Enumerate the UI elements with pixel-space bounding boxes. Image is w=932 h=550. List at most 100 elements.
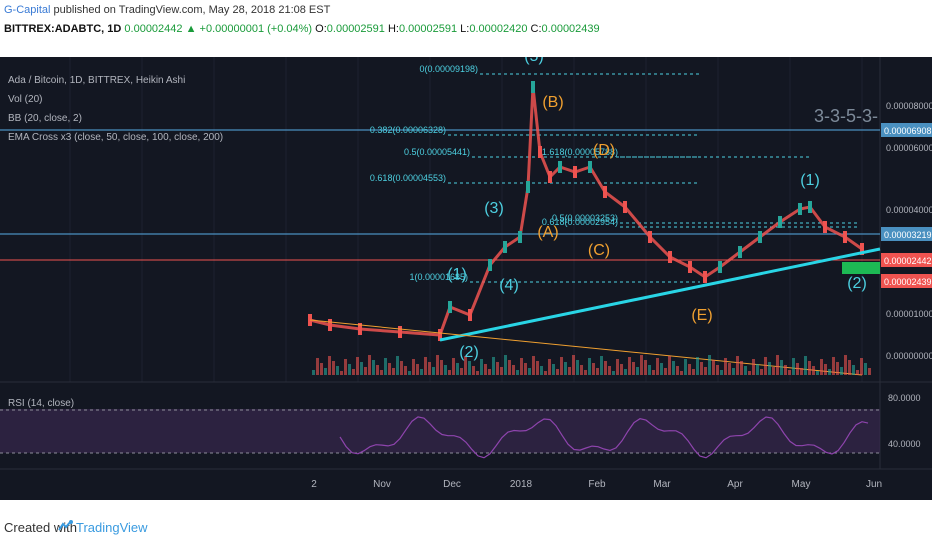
volume-bar	[552, 364, 555, 375]
volume-bar	[684, 359, 687, 375]
open-label: O:	[315, 23, 327, 35]
volume-bar	[456, 363, 459, 375]
legend-volume[interactable]: Vol (20)	[8, 94, 43, 105]
candle-mark	[358, 323, 362, 335]
volume-bar	[436, 355, 439, 375]
header-line-2: BITTREX:ADABTC, 1D 0.00002442 ▲ +0.00000…	[4, 23, 600, 35]
volume-bar	[600, 356, 603, 375]
time-tick-label: Jun	[866, 479, 882, 490]
price-marker-box	[881, 274, 932, 288]
volume-bar	[504, 355, 507, 375]
volume-bar	[760, 369, 763, 375]
volume-bar	[604, 361, 607, 375]
volume-bar	[352, 369, 355, 375]
price-marker-label: 0.00002442	[884, 256, 932, 266]
candle-mark	[808, 201, 812, 213]
volume-bar	[696, 357, 699, 375]
candle-mark	[548, 171, 552, 183]
legend-ema[interactable]: EMA Cross x3 (close, 50, close, 100, clo…	[8, 132, 224, 143]
volume-bar	[320, 363, 323, 375]
candle-mark	[503, 241, 507, 253]
candle-mark	[538, 146, 542, 158]
volume-bar	[428, 362, 431, 375]
volume-bar	[612, 371, 615, 375]
volume-bar	[688, 364, 691, 375]
volume-bar	[400, 361, 403, 375]
volume-bar	[836, 362, 839, 375]
volume-bar	[512, 365, 515, 375]
wave-label-orange: (E)	[691, 307, 712, 324]
volume-bar	[724, 358, 727, 375]
volume-bar	[556, 369, 559, 375]
volume-bar	[420, 369, 423, 375]
volume-bar	[328, 356, 331, 375]
candle-mark	[603, 186, 607, 198]
volume-bar	[720, 370, 723, 375]
volume-bar	[868, 368, 871, 375]
volume-bar	[388, 363, 391, 375]
close-label: C:	[530, 23, 542, 35]
wave-label-cyan: (2)	[459, 344, 479, 361]
candle-mark	[758, 231, 762, 243]
volume-bar	[344, 359, 347, 375]
price-marker-label: 0.00002439	[884, 277, 932, 287]
volume-bar	[816, 371, 819, 375]
volume-bar	[376, 365, 379, 375]
candle-mark	[468, 309, 472, 321]
time-tick-label: Nov	[373, 479, 391, 490]
price-tick-label: 0.00006000	[886, 143, 932, 153]
author-link[interactable]: G-Capital	[4, 4, 51, 16]
volume-bar	[664, 368, 667, 375]
volume-bar	[668, 356, 671, 375]
volume-bar	[848, 360, 851, 375]
volume-bar	[528, 368, 531, 375]
volume-bar	[368, 355, 371, 375]
rsi-label: RSI (14, close)	[8, 398, 74, 409]
wave-label-orange: (D)	[593, 142, 615, 159]
candle-mark	[573, 166, 577, 178]
legend-symbol[interactable]: Ada / Bitcoin, 1D, BITTREX, Heikin Ashi	[8, 75, 186, 86]
volume-bar	[480, 359, 483, 375]
volume-bar	[856, 370, 859, 375]
time-tick-label: Apr	[727, 479, 743, 490]
volume-bar	[396, 356, 399, 375]
fib-level-label: 0.618(0.00004553)	[370, 173, 446, 183]
price-tick-label: 0.00001000	[886, 309, 932, 319]
candle-mark	[860, 243, 864, 255]
volume-bar	[776, 355, 779, 375]
candle-mark	[526, 181, 530, 193]
price-marker-box	[881, 253, 932, 267]
fib-level-label: 0.382(0.00006328)	[370, 125, 446, 135]
footer: Created with TradingView	[0, 505, 932, 550]
volume-bar	[768, 362, 771, 375]
candle-mark	[738, 246, 742, 258]
price-marker-box	[881, 123, 932, 137]
header-line-1: G-Capital published on TradingView.com, …	[4, 4, 330, 16]
volume-bar	[408, 371, 411, 375]
legend-bb[interactable]: BB (20, close, 2)	[8, 113, 82, 124]
volume-bar	[804, 356, 807, 375]
candle-mark	[703, 271, 707, 283]
volume-bar	[380, 370, 383, 375]
wave-label-cyan: (2)	[847, 275, 867, 292]
volume-bar	[736, 356, 739, 375]
time-tick-label: Feb	[588, 479, 606, 490]
volume-bar	[780, 360, 783, 375]
candle-mark	[778, 216, 782, 228]
candle-mark	[843, 231, 847, 243]
volume-bar	[800, 368, 803, 375]
volume-bar	[788, 370, 791, 375]
chart-area[interactable]: 0.00008000 0.00006000 0.00004000 0.00001000…	[0, 57, 932, 500]
fib-level-label: 0.618(0.00002954)	[542, 217, 618, 227]
volume-bar	[452, 358, 455, 375]
volume-bar	[812, 366, 815, 375]
volume-bar	[752, 359, 755, 375]
volume-bar	[832, 357, 835, 375]
chart-svg[interactable]: 0.00008000 0.00006000 0.00004000 0.00001000…	[0, 57, 932, 500]
volume-bar	[792, 358, 795, 375]
tradingview-brand[interactable]: TradingView	[76, 520, 148, 535]
volume-bar	[660, 363, 663, 375]
volume-bar	[324, 368, 327, 375]
candle-mark	[823, 221, 827, 233]
volume-bar	[568, 367, 571, 375]
